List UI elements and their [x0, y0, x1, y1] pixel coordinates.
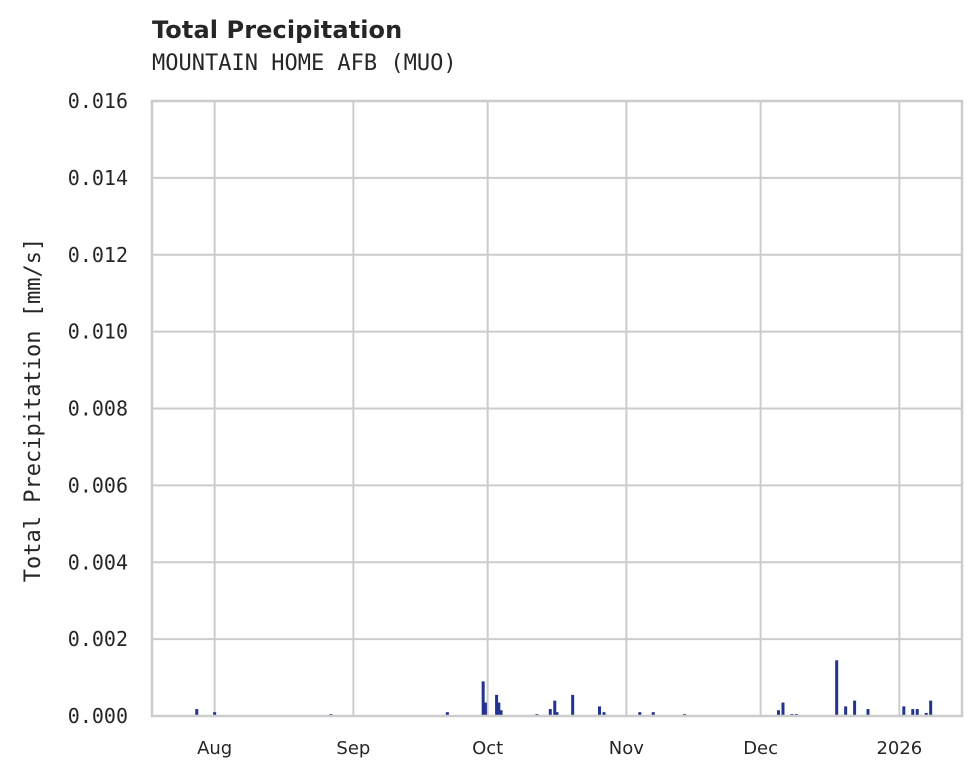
precip-bar	[195, 709, 199, 716]
precip-bar	[777, 710, 781, 716]
precip-bar	[213, 712, 217, 716]
chart-subtitle: MOUNTAIN HOME AFB (MUO)	[152, 51, 457, 76]
y-tick-label: 0.010	[68, 320, 128, 344]
x-tick-label: Aug	[197, 738, 232, 759]
precip-bar	[598, 706, 602, 716]
precip-bar	[651, 712, 655, 716]
gridlines	[152, 100, 962, 717]
precip-bar	[915, 709, 919, 716]
precip-bar	[911, 709, 915, 716]
precip-bar	[553, 700, 557, 716]
precip-bar	[781, 702, 785, 716]
x-axis-ticks: Aug Sep Oct Nov Dec 2026	[197, 738, 922, 759]
precip-bar	[499, 710, 503, 716]
x-tick-label: Nov	[609, 738, 644, 759]
precip-bar	[602, 712, 606, 716]
precipitation-bars	[195, 660, 933, 716]
precip-bar	[571, 694, 575, 716]
y-tick-label: 0.012	[68, 243, 128, 267]
precip-bar	[835, 660, 839, 716]
precip-bar	[844, 706, 848, 716]
x-tick-label: 2026	[876, 738, 922, 759]
y-tick-label: 0.004	[68, 550, 128, 574]
precip-bar	[924, 712, 928, 716]
y-axis-ticks: 0.000 0.002 0.004 0.006 0.008 0.010 0.012 0.014…	[68, 89, 128, 728]
precip-bar	[929, 700, 933, 716]
y-axis-label: Total Precipitation [mm/s]	[21, 238, 46, 582]
x-tick-label: Sep	[336, 738, 370, 759]
precip-bar	[445, 712, 449, 716]
chart-title: Total Precipitation	[152, 16, 403, 44]
y-tick-label: 0.008	[68, 397, 128, 421]
precip-bar	[853, 700, 857, 716]
plot-frame	[150, 99, 964, 718]
precip-bar	[497, 702, 501, 716]
x-tick-label: Dec	[743, 738, 778, 759]
precip-bar	[481, 681, 485, 716]
precip-bar	[638, 712, 642, 716]
precip-bar	[548, 709, 552, 716]
y-tick-label: 0.016	[68, 89, 128, 113]
y-tick-label: 0.002	[68, 627, 128, 651]
precip-bar	[555, 712, 559, 716]
precip-bar	[495, 694, 499, 716]
precip-bar	[902, 706, 906, 716]
y-tick-label: 0.014	[68, 166, 128, 190]
y-tick-label: 0.000	[68, 704, 128, 728]
y-tick-label: 0.006	[68, 473, 128, 497]
precip-bar	[866, 709, 870, 716]
x-tick-label: Oct	[472, 738, 503, 759]
precip-bar	[483, 702, 487, 716]
